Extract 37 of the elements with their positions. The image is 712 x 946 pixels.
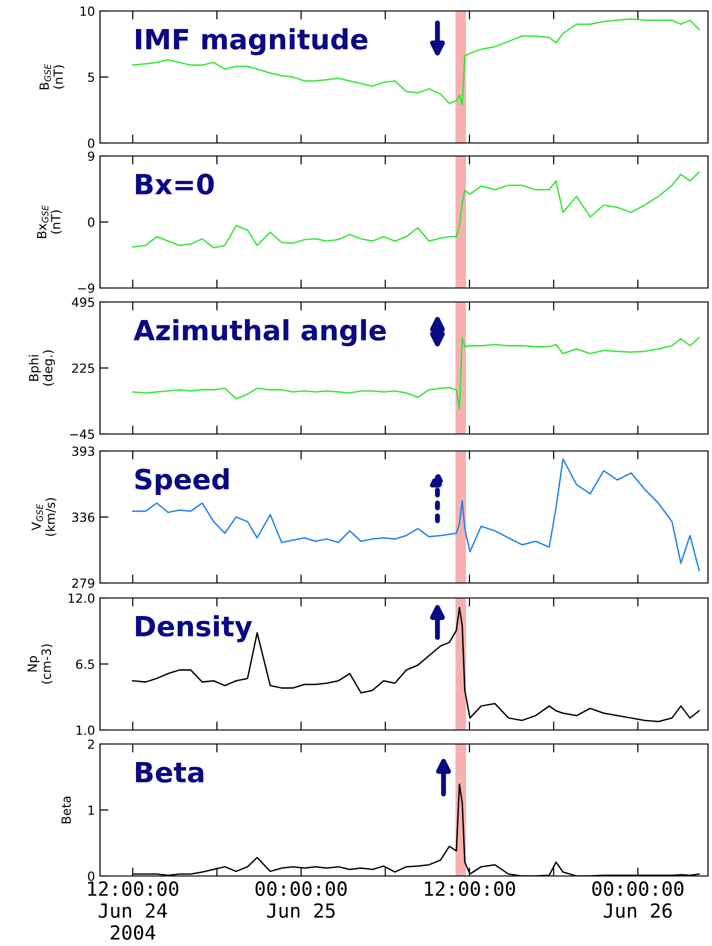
- y-tick-label: 1.0: [76, 725, 94, 735]
- annotation: Beta: [136, 762, 204, 783]
- y-axis-title: Np (cm-3): [28, 644, 52, 684]
- y-tick-label: 12.0: [68, 593, 94, 603]
- x-tick-label: 00:00:00 Jun 25: [256, 881, 347, 918]
- y-axis-title: Bx$_{GSE}$ (nT): [37, 205, 62, 238]
- annotation: Bx=0: [136, 174, 214, 195]
- y-tick-label: 0: [88, 138, 94, 148]
- y-tick-label: 279: [72, 578, 94, 588]
- annotation: IMF magnitude: [136, 28, 368, 56]
- y-tick-label: 495: [72, 297, 94, 307]
- y-tick-label: −45: [70, 430, 94, 439]
- y-axis-title: Bphi (deg.): [28, 350, 55, 386]
- y-axis-title: Beta: [62, 796, 71, 824]
- y-tick-label: 336: [72, 512, 94, 522]
- annotation: Density: [136, 615, 252, 642]
- y-tick-label: 0: [88, 217, 94, 227]
- line-series: [132, 18, 700, 106]
- y-tick-label: 2: [88, 739, 94, 749]
- y-tick-label: 10: [80, 6, 94, 16]
- y-tick-label: 9: [88, 151, 94, 161]
- y-tick-label: 5: [88, 72, 94, 82]
- y-tick-label: 225: [72, 363, 94, 373]
- y-axis-title: V$_{GSE}$ (km/s): [32, 498, 56, 536]
- x-tick-label: 00:00:00 Jun 26: [592, 881, 684, 918]
- annotation: Azimuthal angle: [134, 319, 386, 346]
- line-series: [132, 458, 700, 571]
- y-axis-title: B$_{GSE}$ (nT): [40, 64, 64, 90]
- x-tick-label: 12:00:00: [424, 881, 516, 896]
- line-series: [132, 171, 700, 248]
- y-tick-label: 0: [88, 871, 94, 881]
- y-tick-label: 1: [88, 806, 94, 815]
- y-tick-label: −9: [78, 283, 94, 293]
- y-tick-label: 393: [72, 446, 94, 456]
- annotation: Speed: [135, 468, 229, 496]
- x-tick-label: 12:00:00 Jun 24 2004: [88, 881, 178, 940]
- y-tick-label: 6.5: [76, 659, 94, 669]
